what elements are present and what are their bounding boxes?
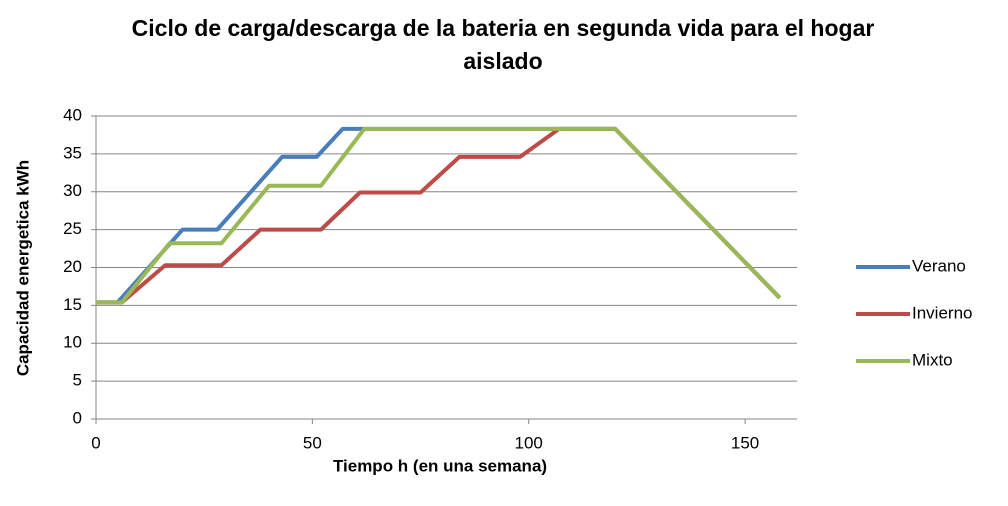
y-tick-label: 5 <box>73 371 82 390</box>
x-tick-label: 0 <box>91 433 100 452</box>
series-line <box>96 126 782 305</box>
y-tick-label: 30 <box>63 181 82 200</box>
x-axis-label: Tiempo h (en una semana) <box>333 456 547 475</box>
y-tick-label: 20 <box>63 257 82 276</box>
series-line <box>96 126 782 305</box>
y-tick-label: 40 <box>63 105 82 124</box>
y-tick-label: 25 <box>63 219 82 238</box>
x-tick-label: 50 <box>303 433 322 452</box>
legend-label: Invierno <box>912 303 972 322</box>
x-tick-label: 100 <box>515 433 543 452</box>
y-tick-label: 35 <box>63 143 82 162</box>
x-tick-label: 150 <box>731 433 759 452</box>
legend-label: Mixto <box>912 350 953 369</box>
y-axis-label: Capacidad energetica kWh <box>13 160 32 376</box>
y-tick-label: 10 <box>63 333 82 352</box>
y-tick-label: 0 <box>73 408 82 427</box>
legend-label: Verano <box>912 256 966 275</box>
y-tick-label: 15 <box>63 295 82 314</box>
chart-title: Ciclo de carga/descarga de la bateria en… <box>131 15 875 74</box>
series-line <box>96 126 782 305</box>
